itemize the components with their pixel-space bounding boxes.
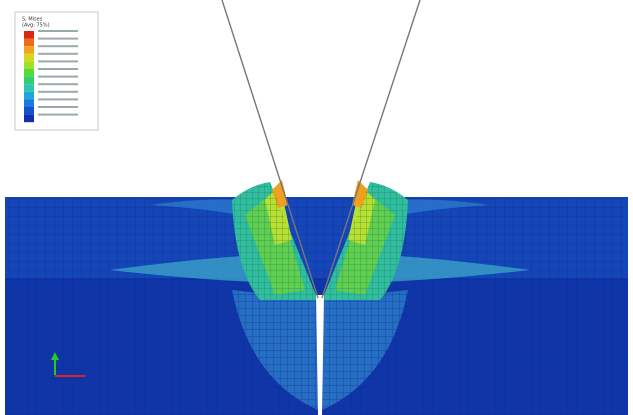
legend-label-blur — [38, 98, 78, 100]
legend-swatch — [24, 31, 34, 39]
legend-swatch — [24, 107, 34, 115]
legend-swatch — [24, 46, 34, 54]
legend-swatch — [24, 39, 34, 47]
legend-swatch — [24, 99, 34, 107]
legend: S, Mises (Avg: 75%) — [15, 12, 98, 130]
workpiece — [5, 180, 628, 415]
page: S, Mises (Avg: 75%) (() => { const data … — [0, 0, 633, 415]
legend-label-blur — [38, 114, 78, 116]
legend-label-blur — [38, 106, 78, 108]
legend-label-blur — [38, 38, 78, 40]
viewport: S, Mises (Avg: 75%) — [0, 0, 633, 415]
legend-swatch — [24, 61, 34, 69]
legend-swatch — [24, 84, 34, 92]
legend-label-blur — [38, 91, 78, 93]
legend-swatch — [24, 54, 34, 62]
legend-swatch — [24, 77, 34, 85]
legend-label-blur — [38, 53, 78, 55]
legend-swatch — [24, 115, 34, 123]
legend-label-blur — [38, 76, 78, 78]
legend-label-blur — [38, 83, 78, 85]
legend-label-blur — [38, 68, 78, 70]
legend-label-blur — [38, 45, 78, 47]
legend-label-blur — [38, 60, 78, 62]
legend-swatch — [24, 92, 34, 100]
legend-label-blur — [38, 30, 78, 32]
legend-subtitle: (Avg: 75%) — [22, 23, 50, 29]
legend-swatch — [24, 69, 34, 77]
